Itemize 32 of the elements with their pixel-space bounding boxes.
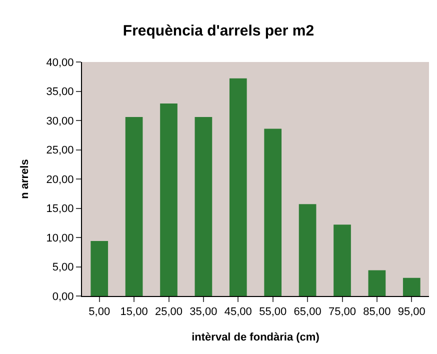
y-axis-title: n arrels: [18, 159, 31, 199]
y-tick-label: 30,00: [46, 115, 74, 128]
x-tick-label: 25,00: [154, 306, 183, 318]
y-tick-label: 15,00: [46, 203, 74, 216]
y-tick-label: 25,00: [46, 144, 74, 157]
y-tick-label: 5,00: [52, 262, 74, 274]
y-tick-label: 40,00: [46, 56, 74, 69]
bar: [264, 128, 282, 296]
bar: [229, 78, 247, 296]
bar: [368, 270, 386, 296]
x-tick-label: 15,00: [120, 306, 148, 318]
chart-title: Frequència d'arrels per m2: [122, 22, 314, 40]
bar: [298, 204, 316, 296]
bar: [402, 278, 420, 296]
x-tick-label: 65,00: [294, 306, 322, 318]
x-tick-label: 35,00: [190, 306, 218, 318]
x-tick-label: 75,00: [328, 306, 356, 318]
x-tick-label: 95,00: [398, 306, 426, 318]
x-tick-label: 45,00: [224, 306, 252, 318]
bar: [194, 116, 212, 296]
y-tick-label: 35,00: [46, 86, 74, 98]
x-tick-label: 55,00: [259, 306, 287, 318]
bar: [334, 224, 351, 296]
y-tick-label: 20,00: [46, 174, 74, 186]
x-tick-label: 5,00: [88, 306, 110, 318]
x-axis-title: intèrval de fondària (cm): [192, 331, 320, 344]
bar: [160, 104, 178, 296]
bar: [125, 116, 143, 296]
y-tick-label: 10,00: [46, 232, 74, 244]
bar: [90, 241, 108, 296]
x-tick-label: 85,00: [363, 306, 391, 318]
y-tick-label: 0,00: [52, 290, 74, 303]
